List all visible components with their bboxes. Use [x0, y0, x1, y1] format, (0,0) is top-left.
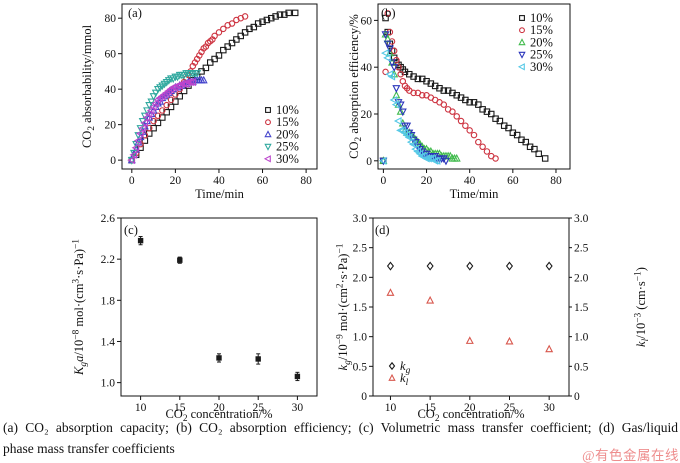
- y-axis-label: kg/10−9 mol·(cm2·s·Pa)−1: [336, 243, 354, 370]
- x-tick-label: 80: [550, 175, 562, 187]
- y-tick-label: 0: [361, 391, 367, 403]
- legend: 10%15%20%25%30%: [517, 11, 553, 74]
- x-axis-label: CO2 concentration/%: [417, 407, 524, 424]
- y-tick-label: 60: [361, 15, 373, 27]
- panel-tag: (b): [381, 6, 396, 20]
- x-tick-label: 80: [300, 175, 312, 187]
- panel-tag: (d): [375, 223, 390, 237]
- y-tick-label: 40: [105, 84, 117, 96]
- legend-label: 20%: [276, 127, 299, 141]
- legend: 10%15%20%25%30%: [263, 103, 299, 166]
- legend-label: 25%: [530, 48, 553, 62]
- y-tick-label: 0.5: [353, 361, 368, 373]
- y-tick-label: 1.8: [101, 295, 116, 307]
- axes: [374, 3, 571, 173]
- legend-label: 25%: [276, 140, 299, 154]
- y-axis-label: CO2 absorbability/mmol: [80, 24, 97, 148]
- axes: [117, 217, 318, 400]
- legend-label: 15%: [530, 23, 553, 37]
- series-Kga: [137, 236, 301, 382]
- axes: [369, 217, 572, 400]
- y-tick-label: 3.0: [353, 213, 368, 225]
- x-tick-label: 20: [170, 175, 182, 187]
- x-tick-label: 0: [381, 175, 387, 187]
- y-right-tick-label: 2.0: [574, 272, 589, 284]
- y-tick-label: 2.0: [353, 272, 368, 284]
- subplot-d: 10 15 20 25 30 0 0.5 1.0 1.5 2.0 2.5 3.0 0 0.5 1.0 1.5 2…: [336, 213, 652, 424]
- panel-tag: (c): [124, 223, 138, 237]
- x-tick-label: 30: [292, 402, 304, 414]
- y-tick-label: 1.0: [101, 378, 116, 390]
- legend-label: 10%: [530, 11, 553, 25]
- x-tick-label: 20: [213, 402, 225, 414]
- x-axis-label: Time/min: [195, 187, 245, 201]
- y-tick-label: 1.0: [353, 332, 368, 344]
- y-tick-label: 60: [105, 49, 117, 61]
- x-tick-label: 0: [129, 175, 135, 187]
- subplot-a: 0 20 40 60 80 0 20 40 60 80 Time/min CO2 absorbabil…: [80, 3, 318, 201]
- legend-label: 15%: [276, 115, 299, 129]
- x-tick-label: 15: [174, 402, 186, 414]
- series-30pct: [127, 78, 196, 165]
- series-kg: [386, 261, 553, 271]
- y-tick-label: 1.4: [101, 336, 116, 348]
- y-tick-label: 2.2: [101, 254, 116, 266]
- x-axis-label: Time/min: [450, 187, 500, 201]
- y-axis-label: CO2 absorption efficiency/%: [347, 14, 364, 159]
- subplot-b: 0 20 40 60 80 0 20 40 60 Time/min CO2 absorption e…: [347, 3, 571, 201]
- legend-label: 30%: [530, 60, 553, 74]
- subplot-c: 10 15 20 25 30 1.0 1.4 1.8 2.2 2.6 CO2 concentrati…: [72, 213, 318, 424]
- watermark: @有色金属在线: [582, 448, 679, 463]
- legend-label: 30%: [276, 152, 299, 166]
- y-right-tick-label: 3.0: [574, 213, 589, 225]
- x-tick-label: 40: [464, 175, 476, 187]
- x-tick-label: 25: [504, 402, 516, 414]
- y-right-tick-label: 2.5: [574, 243, 589, 255]
- y-right-axis-label: kl/10−3 (cm·s−1): [634, 267, 652, 347]
- x-axis-label: CO2 concentration/%: [165, 407, 272, 424]
- legend-label: 10%: [276, 103, 299, 117]
- y-tick-label: 80: [105, 13, 117, 25]
- series-10pct: [380, 14, 549, 165]
- legend-label: 20%: [530, 35, 553, 49]
- caption-line-2: phase mass transfer coefficients: [3, 441, 175, 457]
- legend-label: kg: [400, 359, 411, 376]
- series-30pct: [378, 49, 441, 165]
- x-tick-label: 60: [257, 175, 269, 187]
- series-kl: [386, 288, 554, 353]
- legend-label: kl: [400, 371, 409, 388]
- y-right-tick-label: 0.5: [574, 361, 589, 373]
- y-tick-label: 20: [105, 120, 117, 132]
- y-tick-label: 1.5: [353, 302, 368, 314]
- x-tick-label: 15: [424, 402, 436, 414]
- x-tick-label: 25: [252, 402, 264, 414]
- y-tick-label: 0: [366, 156, 372, 168]
- y-tick-label: 0: [110, 155, 116, 167]
- x-tick-label: 20: [464, 402, 476, 414]
- y-tick-label: 40: [361, 62, 373, 74]
- panel-tag: (a): [128, 6, 142, 20]
- y-tick-label: 2.5: [353, 243, 368, 255]
- axes: [118, 3, 318, 173]
- y-right-tick-label: 1.5: [574, 302, 589, 314]
- figure-caption: (a) CO₂ absorption capacity; (b) CO₂ abs…: [3, 419, 678, 458]
- x-tick-label: 40: [213, 175, 225, 187]
- caption-line-1: (a) CO₂ absorption capacity; (b) CO₂ abs…: [3, 420, 678, 435]
- x-tick-label: 20: [421, 175, 433, 187]
- y-right-tick-label: 0: [574, 391, 580, 403]
- x-tick-label: 60: [507, 175, 519, 187]
- y-tick-label: 2.6: [101, 213, 116, 225]
- x-tick-label: 10: [135, 402, 147, 414]
- y-right-tick-label: 1.0: [574, 332, 589, 344]
- y-axis-label: Kga/10−8 mol·(cm3·s·Pa)−1: [72, 239, 90, 376]
- x-tick-label: 30: [543, 402, 555, 414]
- y-tick-label: 20: [361, 109, 373, 121]
- x-tick-label: 10: [385, 402, 397, 414]
